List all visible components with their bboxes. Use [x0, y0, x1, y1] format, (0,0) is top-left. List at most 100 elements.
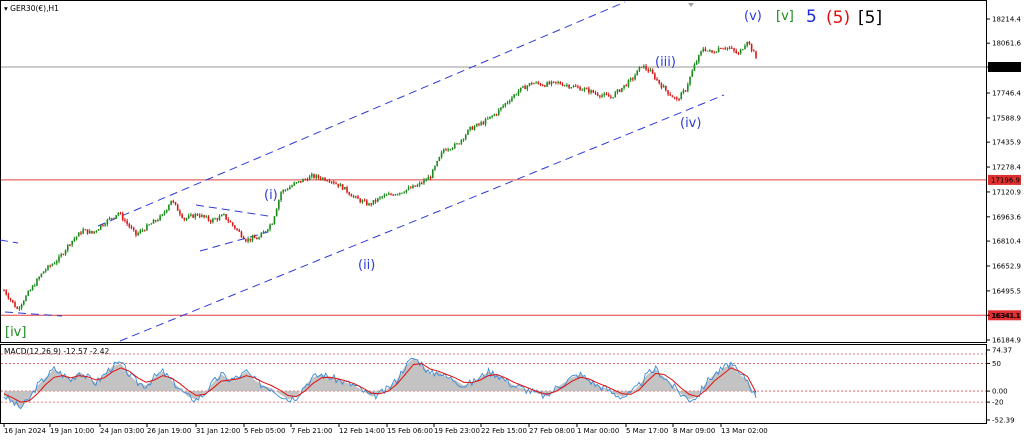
- candle-body: [203, 215, 205, 218]
- time-tick: 12 Feb 14:00: [339, 427, 385, 435]
- candle-body: [682, 90, 685, 93]
- macd-histogram: [4, 357, 756, 408]
- candle-body: [218, 216, 221, 220]
- candle-body: [755, 51, 757, 58]
- candle-body: [62, 254, 65, 256]
- candle-body: [438, 157, 441, 161]
- candle-body: [337, 183, 340, 187]
- price-tick: 17746.4: [992, 90, 1021, 98]
- candle-body: [183, 217, 186, 220]
- candle-body: [291, 185, 293, 188]
- candle-body: [398, 192, 401, 195]
- candle-body: [33, 285, 36, 287]
- candle-body: [366, 200, 368, 206]
- candle-body: [489, 116, 491, 119]
- candle-body: [117, 212, 120, 216]
- candle-body: [555, 81, 557, 83]
- candle-body: [632, 78, 634, 80]
- candle-body: [148, 224, 150, 226]
- candle-body: [548, 82, 551, 85]
- candle-body: [535, 82, 537, 84]
- candle-body: [434, 166, 436, 170]
- wave-labels: (i) (ii) (iii) (iv) [iv]: [5, 55, 701, 340]
- wave-label: (ii): [358, 258, 375, 273]
- candle-body: [11, 300, 14, 303]
- price-tick: 17911.0: [992, 63, 1021, 71]
- macd-line: [3, 357, 757, 410]
- time-tick: 19 Jan 10:00: [50, 427, 94, 435]
- candle-body: [40, 273, 43, 278]
- candle-body: [385, 194, 388, 196]
- candle-body: [179, 210, 181, 215]
- triangle-lower: [199, 231, 269, 252]
- candle-body: [22, 301, 25, 305]
- candle-body: [161, 214, 164, 216]
- candle-body: [643, 65, 645, 68]
- candles: [3, 40, 757, 312]
- candle-body: [333, 181, 335, 184]
- candle-body: [328, 180, 331, 182]
- candle-body: [739, 49, 742, 54]
- wave-five: 5: [806, 7, 817, 27]
- price-tick: 16341.1: [992, 312, 1021, 320]
- candle-body: [185, 218, 188, 220]
- candle-body: [256, 238, 258, 240]
- candle-body: [484, 119, 487, 125]
- candle-body: [700, 51, 702, 56]
- candle-body: [539, 83, 542, 86]
- scroll-marker-icon[interactable]: [688, 3, 694, 7]
- candle-body: [616, 89, 619, 93]
- candle-body: [25, 295, 27, 302]
- candle-body: [634, 75, 636, 80]
- candle-body: [726, 47, 729, 49]
- wave-label: (iii): [655, 55, 676, 70]
- candle-body: [344, 186, 346, 190]
- candle-body: [91, 230, 93, 234]
- channel-stub-low: [4, 311, 63, 317]
- price-tick: 17120.9: [992, 188, 1021, 196]
- macd-tick: -52.39: [992, 417, 1015, 425]
- candle-body: [649, 70, 652, 72]
- candle-body: [264, 231, 267, 233]
- candle-body: [698, 55, 700, 62]
- candle-body: [73, 238, 76, 241]
- candle-body: [669, 94, 672, 96]
- candle-body: [731, 47, 733, 49]
- main-chart-frame: [0, 0, 987, 343]
- candle-body: [711, 50, 713, 53]
- candle-body: [368, 203, 370, 206]
- candle-body: [339, 184, 342, 187]
- candle-body: [431, 169, 434, 179]
- candle-body: [568, 85, 570, 88]
- candle-body: [216, 218, 219, 220]
- time-tick: 5 Mar 17:00: [626, 427, 668, 435]
- candle-body: [379, 197, 381, 199]
- candle-body: [58, 256, 60, 262]
- candle-body: [453, 143, 456, 148]
- candle-body: [748, 41, 751, 44]
- time-axis: 16 Jan 2024 19 Jan 10:00 24 Jan 03:00 26 Ja…: [3, 424, 768, 435]
- candle-body: [27, 291, 29, 296]
- candle-body: [469, 126, 471, 130]
- candle-body: [99, 225, 102, 230]
- candle-body: [154, 220, 157, 222]
- channel-upper: [97, 1, 626, 227]
- candle-body: [275, 208, 278, 217]
- candle-body: [656, 78, 658, 80]
- candle-body: [689, 76, 691, 85]
- candle-body: [603, 93, 606, 96]
- candle-body: [394, 194, 397, 196]
- candle-body: [508, 101, 511, 103]
- wave-v-intermediate: [v]: [776, 9, 794, 24]
- candle-body: [377, 198, 379, 202]
- candle-body: [618, 89, 621, 92]
- candle-body: [269, 224, 271, 230]
- candle-body: [588, 88, 590, 93]
- candle-body: [9, 298, 12, 301]
- candle-body: [249, 238, 252, 241]
- candle-body: [621, 87, 623, 92]
- candle-body: [297, 181, 300, 183]
- candle-body: [44, 269, 47, 272]
- candle-body: [526, 85, 529, 90]
